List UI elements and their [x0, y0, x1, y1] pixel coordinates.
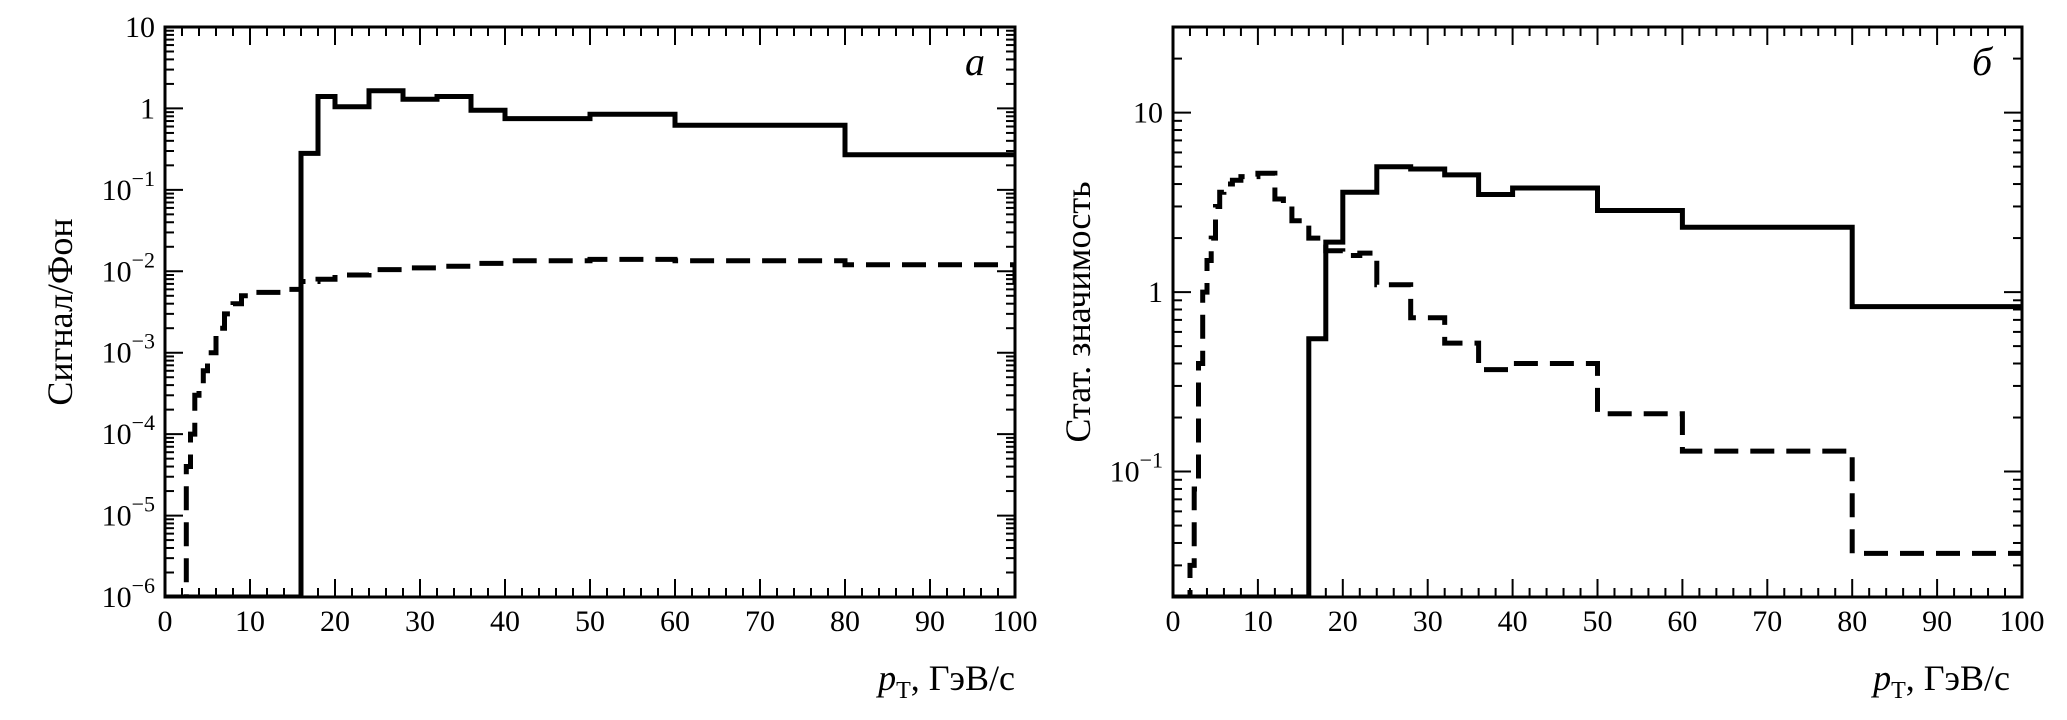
series-group	[165, 88, 1015, 597]
x-tick-label: 0	[1166, 605, 1181, 638]
panel-label: б	[1972, 39, 1994, 84]
y-tick-label: 10−5	[102, 492, 155, 533]
y-tick-label: 10−4	[102, 410, 155, 451]
y-tick-label: 10−3	[102, 329, 155, 370]
x-tick-label: 50	[1583, 605, 1613, 638]
dashed-series-line	[1173, 170, 2022, 597]
x-tick-label: 30	[405, 605, 435, 638]
x-tick-label: 90	[915, 605, 945, 638]
x-tick-label: 10	[1243, 605, 1273, 638]
y-tick-label: 10−2	[102, 247, 155, 288]
x-tick-label: 10	[235, 605, 265, 638]
x-tick-label: 80	[1837, 605, 1867, 638]
solid-series-line	[1173, 164, 2022, 597]
x-tick-label: 0	[158, 605, 173, 638]
dashed-series-line	[165, 256, 1015, 597]
y-tick-label: 1	[140, 92, 155, 125]
y-tick-label: 10−1	[1110, 448, 1163, 489]
x-tick-label: 90	[1922, 605, 1952, 638]
x-tick-label: 80	[830, 605, 860, 638]
y-tick-label: 10	[125, 11, 155, 44]
y-tick-label: 10−1	[102, 166, 155, 207]
y-axis-title: Сигнал/Фон	[40, 218, 80, 405]
y-tick-label: 10−6	[102, 573, 155, 614]
y-axis-title: Стат. значимость	[1058, 182, 1098, 443]
x-tick-label: 20	[320, 605, 350, 638]
x-axis-title: pT, ГэВ/с	[875, 658, 1015, 704]
plot-frame	[1171, 25, 2024, 599]
x-tick-label: 40	[490, 605, 520, 638]
x-tick-label: 60	[660, 605, 690, 638]
chart-panel-b: 0 10 20 30 40 50 60 70 80 90 100 10 1 10−1 б Стат. знач…	[1058, 25, 2045, 704]
chart-panel-a: 0 10 20 30 40 50 60 70 80 90 100 10 1 10−1 10−2 10−3 10−…	[40, 11, 1038, 704]
x-tick-label: 60	[1667, 605, 1697, 638]
y-tick-label: 1	[1148, 276, 1163, 309]
x-axis-title: pT, ГэВ/с	[1870, 658, 2010, 704]
x-tick-label: 100	[993, 605, 1038, 638]
x-tick-label: 70	[1752, 605, 1782, 638]
solid-series-line	[165, 88, 1015, 597]
x-tick-label: 40	[1498, 605, 1528, 638]
x-tick-label: 100	[2000, 605, 2045, 638]
series-group	[1173, 164, 2022, 597]
x-tick-label: 30	[1413, 605, 1443, 638]
x-tick-label: 20	[1328, 605, 1358, 638]
y-tick-label: 10	[1133, 97, 1163, 130]
x-tick-label: 70	[745, 605, 775, 638]
x-tick-label: 50	[575, 605, 605, 638]
panel-label: а	[965, 39, 985, 84]
